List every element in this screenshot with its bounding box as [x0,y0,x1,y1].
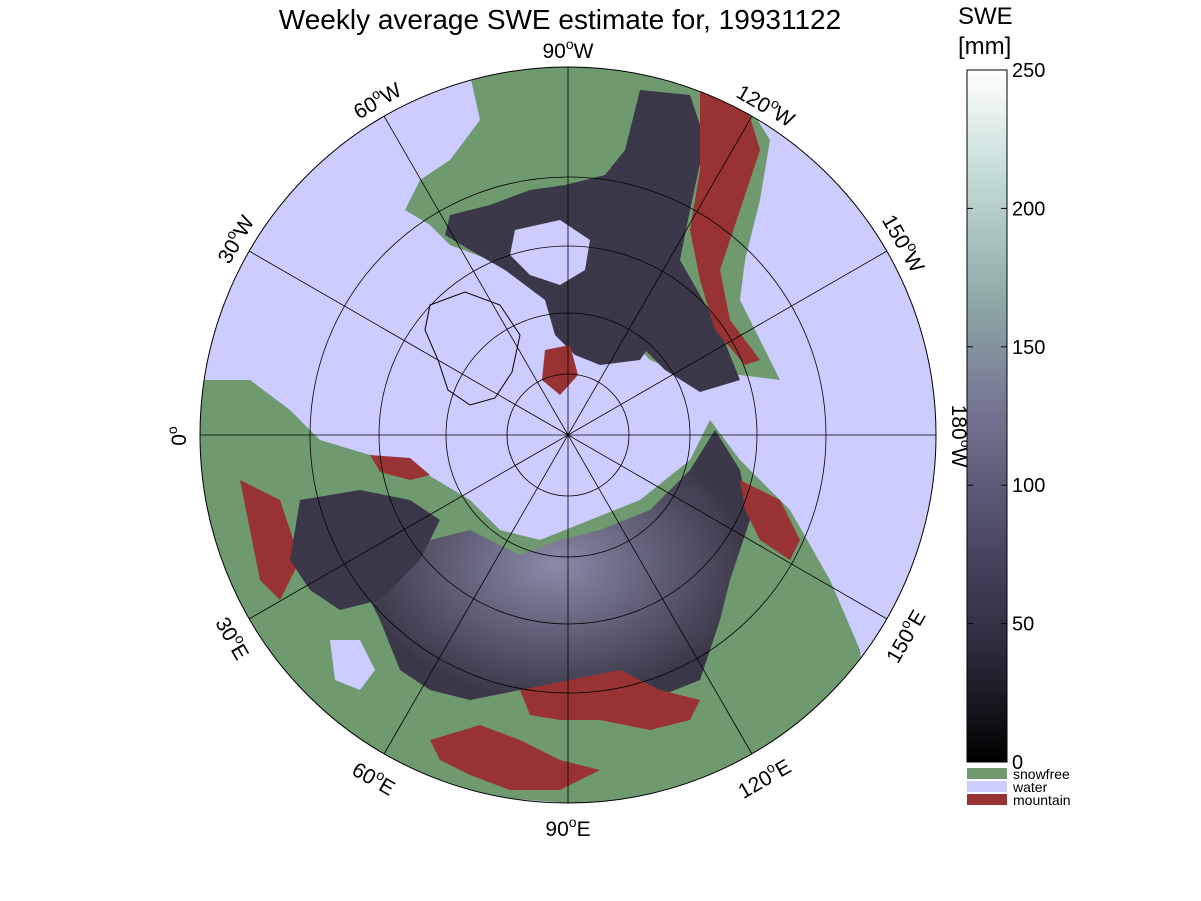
arctic-islands-mountain [542,345,578,395]
map-title: Weekly average SWE estimate for, 1993112… [278,4,842,35]
map-border [199,66,937,804]
eurasia-mountain-east [740,480,800,560]
colorbar-gradient [966,69,1008,763]
legend-swatch-water [967,781,1007,792]
eurasia-mountain-south [430,725,600,790]
legend-swatch-mountain [967,794,1007,805]
colorbar-tick-label: 200 [1012,198,1045,220]
greenland-outline [424,291,521,406]
north-america-snow [445,90,740,392]
colorbar-tick-label: 50 [1012,614,1034,636]
lon-label-60e: 60oE [348,755,401,801]
colorbar: 0 50 100 150 200 250 snowfree water mountain [966,60,1071,808]
legend-swatch-snowfree [967,768,1007,779]
europe-snow [290,490,440,610]
colorbar-tick-label: 150 [1012,337,1045,359]
eurasia-mountain-central [520,670,700,730]
lon-label-90e: 90oE [545,814,590,841]
hudson-bay [510,220,590,285]
scandinavia-mountain [370,455,430,480]
legend-label-snowfree: snowfree [1013,766,1070,782]
north-america-mountain [690,85,760,365]
colorbar-title: SWE [mm] [958,2,1013,62]
colorbar-tick-label: 100 [1012,475,1045,497]
arctic-islands [545,290,660,365]
europe-mountain [240,480,300,600]
legend-label-mountain: mountain [1013,792,1071,808]
legend-label-water: water [1012,779,1048,795]
colorbar-tick-label: 250 [1012,60,1045,82]
eurasia-snow [360,430,750,700]
colorbar-title-line1: SWE [958,3,1013,30]
colorbar-ticks: 0 50 100 150 200 250 [967,60,1045,774]
colorbar-title-line2: [mm] [958,33,1012,60]
lon-label-90w: 90oW [543,36,594,63]
map-disk [200,67,936,803]
graticule [200,67,936,803]
colorbar-tick-label: 0 [1012,752,1023,774]
lon-label-0: 0o [164,426,191,446]
caspian-lake [330,640,375,690]
lon-label-180w: 180oW [947,405,974,468]
